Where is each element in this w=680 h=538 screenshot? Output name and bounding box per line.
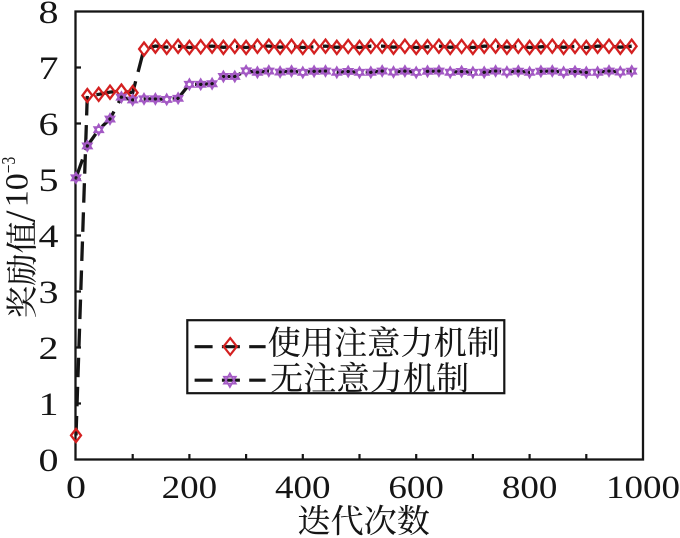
svg-text:600: 600 bbox=[388, 470, 444, 506]
svg-text:8: 8 bbox=[39, 0, 59, 31]
svg-text:/: / bbox=[0, 210, 45, 222]
svg-text:7: 7 bbox=[39, 51, 59, 87]
svg-text:200: 200 bbox=[162, 470, 218, 506]
svg-text:2: 2 bbox=[39, 331, 59, 367]
svg-text:6: 6 bbox=[39, 107, 59, 143]
svg-text:4: 4 bbox=[39, 219, 59, 255]
svg-text:−3: −3 bbox=[0, 157, 20, 174]
svg-text:800: 800 bbox=[502, 470, 558, 506]
svg-text:0: 0 bbox=[39, 443, 59, 479]
svg-text:0: 0 bbox=[66, 470, 86, 506]
svg-text:400: 400 bbox=[275, 470, 331, 506]
svg-text:5: 5 bbox=[39, 163, 59, 199]
svg-text:1000: 1000 bbox=[606, 470, 680, 506]
svg-text:3: 3 bbox=[39, 275, 59, 311]
svg-text:1: 1 bbox=[39, 387, 59, 423]
svg-text:10: 10 bbox=[0, 173, 36, 207]
